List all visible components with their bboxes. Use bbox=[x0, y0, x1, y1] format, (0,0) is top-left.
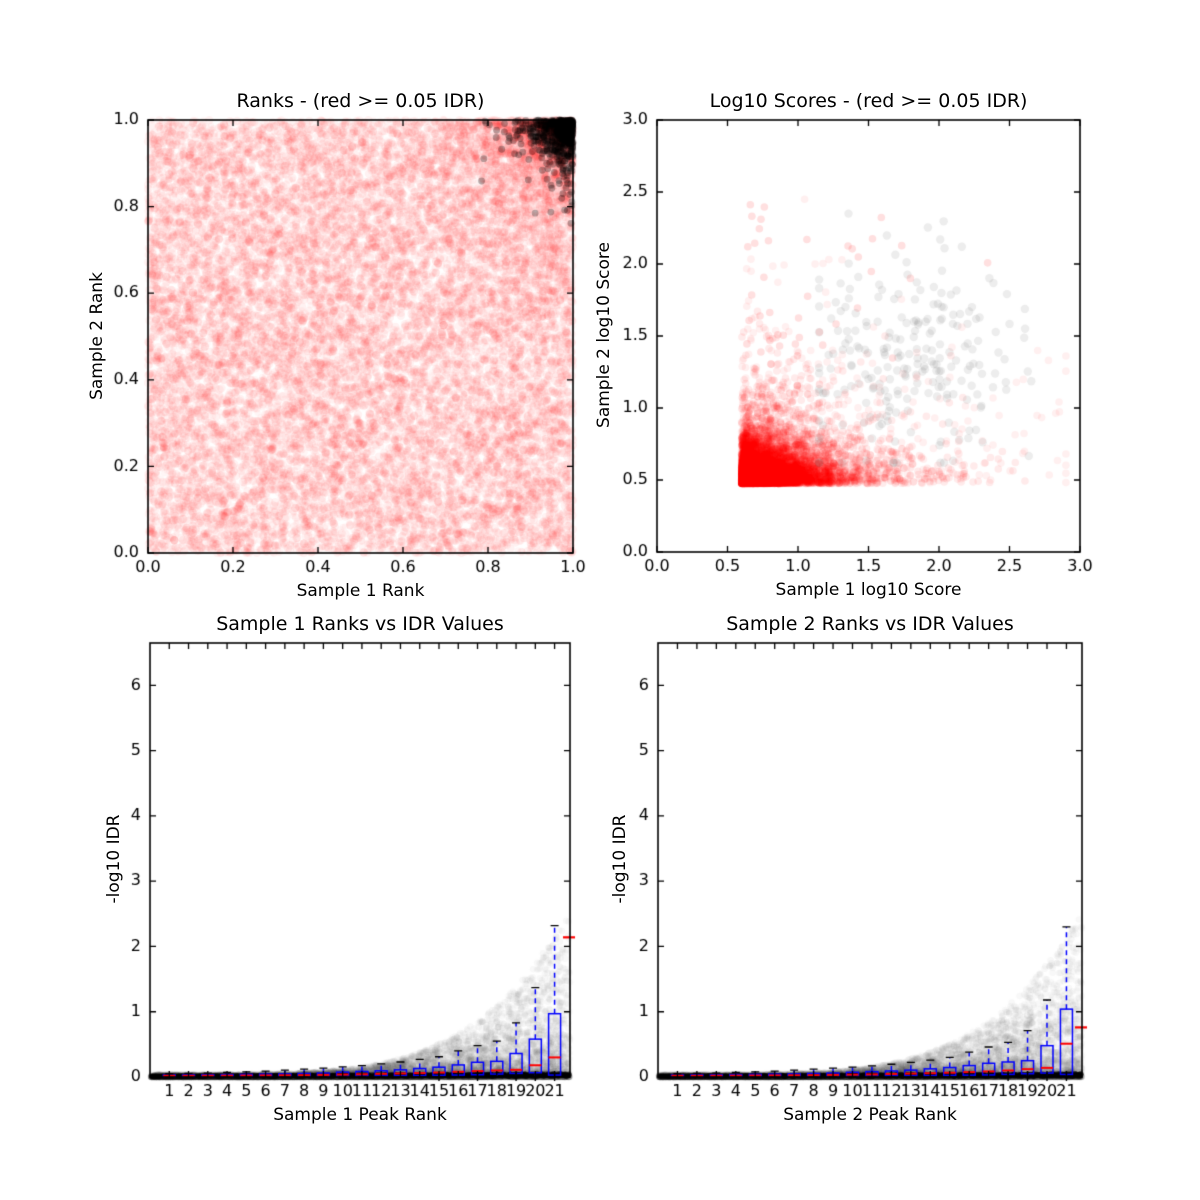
scores-plot-ylabel: Sample 2 log10 Score bbox=[594, 242, 614, 428]
sample2-boxplot-region bbox=[658, 643, 1082, 1077]
sample1-boxplot-ylabel: -log10 IDR bbox=[104, 814, 124, 904]
ranks-plot-ylabel: Sample 2 Rank bbox=[87, 271, 107, 400]
ranks-plot-title: Ranks - (red >= 0.05 IDR) bbox=[236, 90, 485, 112]
sample1-boxplot-xlabel: Sample 1 Peak Rank bbox=[273, 1105, 447, 1125]
sample1-boxplot-region bbox=[150, 643, 570, 1077]
sample2-boxplot-xlabel: Sample 2 Peak Rank bbox=[783, 1105, 957, 1125]
scores-plot-region bbox=[657, 120, 1080, 552]
sample2-boxplot-title: Sample 2 Ranks vs IDR Values bbox=[726, 613, 1014, 635]
ranks-plot-xlabel: Sample 1 Rank bbox=[296, 581, 425, 601]
sample1-boxplot-title: Sample 1 Ranks vs IDR Values bbox=[216, 613, 504, 635]
sample2-boxplot-ylabel: -log10 IDR bbox=[610, 814, 630, 904]
scores-plot-xlabel: Sample 1 log10 Score bbox=[775, 580, 962, 600]
scores-plot-title: Log10 Scores - (red >= 0.05 IDR) bbox=[709, 90, 1028, 112]
ranks-plot-region bbox=[148, 120, 573, 553]
